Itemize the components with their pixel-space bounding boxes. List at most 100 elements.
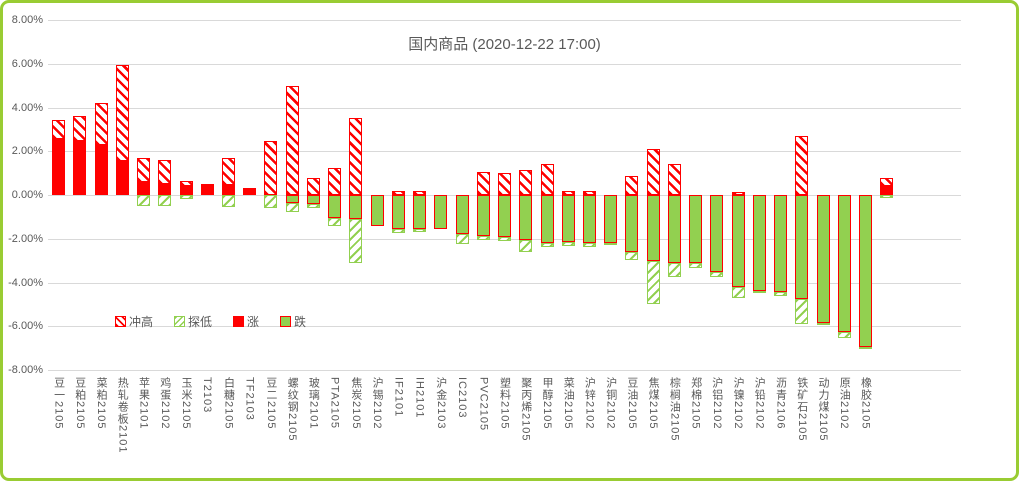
x-axis-category-label: T2103	[201, 377, 214, 414]
bar-fall-segment	[625, 195, 639, 252]
legend-item-fall: 跌	[280, 313, 306, 330]
bar-surge-segment	[158, 160, 172, 185]
bar-dip-segment	[604, 243, 618, 246]
bar-surge-segment	[582, 190, 596, 195]
x-axis-category-label: 棕榈油2105	[668, 377, 681, 442]
x-axis-category-label: 聚丙烯2105	[519, 377, 532, 442]
bar-surge-segment	[137, 157, 150, 182]
bar-dip-segment	[880, 195, 894, 199]
bar-surge-segment	[179, 180, 193, 187]
y-axis-tick-label: -2.00%	[8, 232, 43, 245]
bar-rise-segment	[94, 144, 108, 195]
bar-rise-segment	[115, 161, 129, 195]
bar-fall-segment	[667, 195, 681, 263]
bar-fall-segment	[837, 195, 851, 332]
x-axis-category-label: 玻璃2101	[307, 377, 320, 430]
bar-dip-segment	[455, 234, 469, 245]
x-axis-category-label: 菜粕2105	[95, 377, 108, 430]
gridline--4.00%	[48, 282, 961, 284]
bar-dip-segment	[752, 291, 766, 294]
bar-fall-segment	[731, 195, 745, 287]
x-axis-category-label: 豆二2105	[264, 377, 277, 430]
legend-swatch-fall-icon	[280, 316, 292, 327]
gridline-4.00%	[48, 107, 961, 109]
bar-dip-segment	[837, 331, 851, 339]
bar-dip-segment	[306, 203, 320, 209]
bar-surge-segment	[328, 167, 342, 195]
x-axis-category-label: 沪铜2102	[604, 377, 617, 430]
bar-dip-segment	[179, 195, 193, 200]
x-axis-category-label: 豆油2105	[625, 377, 638, 430]
x-axis-category-label: 沪锡2102	[371, 377, 384, 430]
x-axis-category-label: TF2103	[243, 377, 256, 421]
bar-dip-segment	[222, 195, 235, 207]
bar-surge-segment	[625, 176, 639, 195]
x-axis-category-label: PTA2105	[328, 377, 341, 430]
bar-rise-segment	[179, 186, 193, 196]
bar-dip-segment	[710, 271, 724, 278]
bar-surge-segment	[413, 190, 427, 195]
bar-dip-segment	[582, 243, 596, 248]
bar-fall-segment	[434, 195, 448, 229]
bar-dip-segment	[158, 195, 172, 206]
bar-fall-segment	[498, 195, 511, 237]
y-axis-tick-label: 0.00%	[11, 189, 43, 201]
bar-dip-segment	[646, 260, 660, 305]
legend-swatch-dip-icon	[174, 316, 186, 327]
bar-fall-segment	[689, 195, 703, 263]
bar-fall-segment	[859, 195, 872, 347]
y-axis-tick-label: -8.00%	[8, 364, 43, 376]
bar-rise-segment	[200, 185, 214, 195]
bar-fall-segment	[285, 195, 299, 203]
bar-dip-segment	[349, 219, 363, 263]
bar-surge-segment	[880, 177, 894, 187]
bar-rise-segment	[158, 184, 172, 195]
bar-rise-segment	[880, 186, 894, 196]
bar-dip-segment	[264, 195, 278, 209]
bar-fall-segment	[774, 195, 787, 293]
legend-label: 跌	[294, 315, 307, 329]
x-axis-category-label: 焦炭2105	[349, 377, 362, 430]
y-axis-tick-label: 2.00%	[11, 145, 43, 158]
bar-surge-segment	[349, 118, 363, 195]
bar-surge-segment	[222, 157, 235, 186]
bar-fall-segment	[413, 195, 427, 229]
bar-dip-segment	[774, 292, 787, 296]
bar-fall-segment	[816, 195, 830, 323]
bar-fall-segment	[561, 195, 575, 242]
bar-surge-segment	[795, 135, 809, 195]
x-axis-category-label: 塑料2105	[498, 377, 511, 430]
gridline-6.00%	[48, 63, 961, 65]
bar-fall-segment	[370, 195, 384, 226]
y-axis-tick-label: 8.00%	[11, 14, 43, 26]
legend-item-dip: 探低	[174, 313, 212, 330]
chart-legend: 冲高 探低 涨 跌	[115, 313, 306, 330]
x-axis-category-label: 螺纹钢2105	[286, 377, 299, 442]
x-axis-category-label: 橡胶2105	[859, 377, 872, 430]
bar-fall-segment	[476, 195, 490, 236]
bar-dip-segment	[328, 218, 342, 226]
bar-surge-segment	[264, 141, 278, 195]
bar-fall-segment	[455, 195, 469, 235]
y-axis-tick-label: 6.00%	[11, 57, 43, 70]
bar-rise-segment	[52, 139, 66, 195]
bar-fall-segment	[349, 195, 363, 220]
x-axis-category-label: 动力煤2105	[817, 377, 829, 442]
bar-dip-segment	[498, 236, 511, 241]
bar-dip-segment	[561, 242, 575, 247]
gridline--6.00%	[48, 326, 961, 328]
bar-dip-segment	[859, 347, 872, 349]
x-axis-category-label: 沪铅2102	[753, 377, 766, 430]
x-axis-category-label: 甲醇2105	[541, 377, 553, 430]
bar-dip-segment	[391, 228, 405, 234]
bar-dip-segment	[731, 286, 745, 298]
bar-fall-segment	[752, 195, 766, 292]
legend-label: 冲高	[129, 315, 154, 329]
bar-surge-segment	[285, 85, 299, 195]
bar-surge-segment	[476, 172, 490, 195]
x-axis-category-label: 鸡蛋2102	[158, 377, 171, 430]
x-axis-category-label: 沪铝2102	[710, 377, 723, 430]
bar-dip-segment	[476, 235, 490, 240]
x-axis-category-label: IC2103	[456, 377, 468, 419]
